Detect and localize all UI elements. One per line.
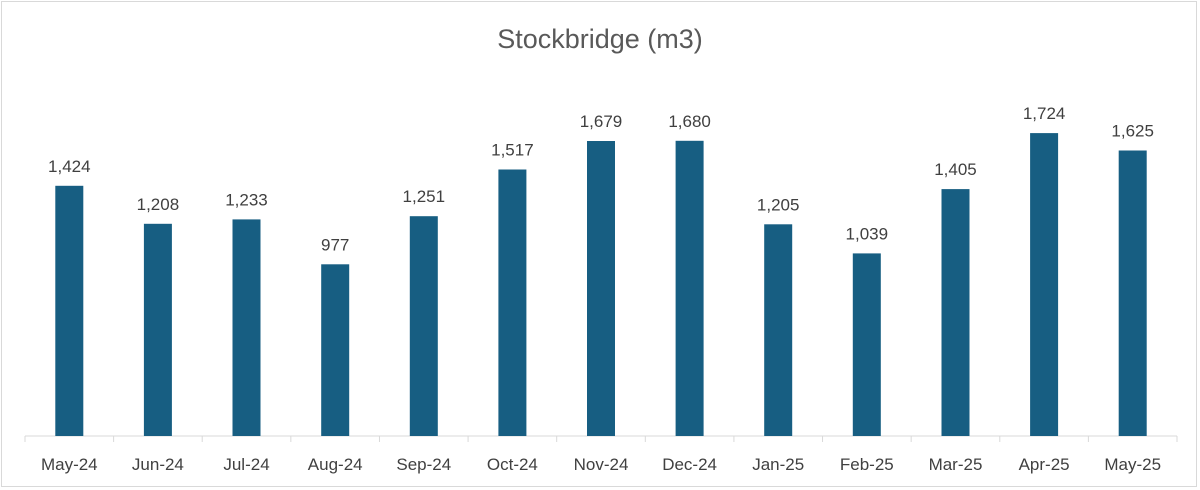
- bar: [764, 224, 793, 436]
- data-label: 1,251: [403, 187, 446, 206]
- bar: [321, 264, 350, 436]
- category-label: Sep-24: [396, 455, 451, 474]
- category-label: Jun-24: [132, 455, 184, 474]
- data-label: 1,205: [757, 195, 800, 214]
- data-label: 1,724: [1023, 104, 1066, 123]
- category-label: Jan-25: [752, 455, 804, 474]
- chart-title: Stockbridge (m3): [497, 24, 703, 54]
- data-label: 1,625: [1111, 122, 1154, 141]
- bar: [1118, 150, 1147, 436]
- data-label: 1,233: [225, 190, 268, 209]
- category-label: May-24: [41, 455, 98, 474]
- data-label: 1,405: [934, 160, 977, 179]
- data-label: 1,208: [137, 195, 180, 214]
- x-axis-ticks: [24, 436, 1178, 442]
- category-label: Apr-25: [1019, 455, 1070, 474]
- category-label: Oct-24: [487, 455, 538, 474]
- category-label: Jul-24: [223, 455, 269, 474]
- data-labels: 1,424 1,208 1,233 977 1,251 1,517 1,679 1,680 1,…: [48, 104, 1154, 254]
- data-label: 1,679: [580, 112, 623, 131]
- category-label: Aug-24: [308, 455, 363, 474]
- bar: [1030, 133, 1059, 436]
- bar: [587, 141, 615, 436]
- bar: [409, 216, 438, 436]
- data-label: 1,680: [668, 112, 711, 131]
- bar: [498, 169, 527, 436]
- category-labels: May-24 Jun-24 Jul-24 Aug-24 Sep-24 Oct-24 Nov-…: [41, 455, 1161, 474]
- bar: [852, 253, 881, 436]
- category-label: Dec-24: [662, 455, 717, 474]
- data-label: 1,424: [48, 157, 91, 176]
- category-label: May-25: [1104, 455, 1161, 474]
- bar: [232, 219, 261, 436]
- data-label: 1,517: [491, 141, 534, 160]
- bar: [143, 223, 172, 436]
- category-label: Mar-25: [929, 455, 983, 474]
- data-label: 1,039: [846, 224, 889, 243]
- bar: [55, 185, 84, 436]
- category-label: Feb-25: [840, 455, 894, 474]
- bar: [675, 140, 704, 437]
- data-label: 977: [321, 235, 349, 254]
- bar-series: [55, 133, 1147, 437]
- category-label: Nov-24: [574, 455, 629, 474]
- bar: [941, 189, 970, 436]
